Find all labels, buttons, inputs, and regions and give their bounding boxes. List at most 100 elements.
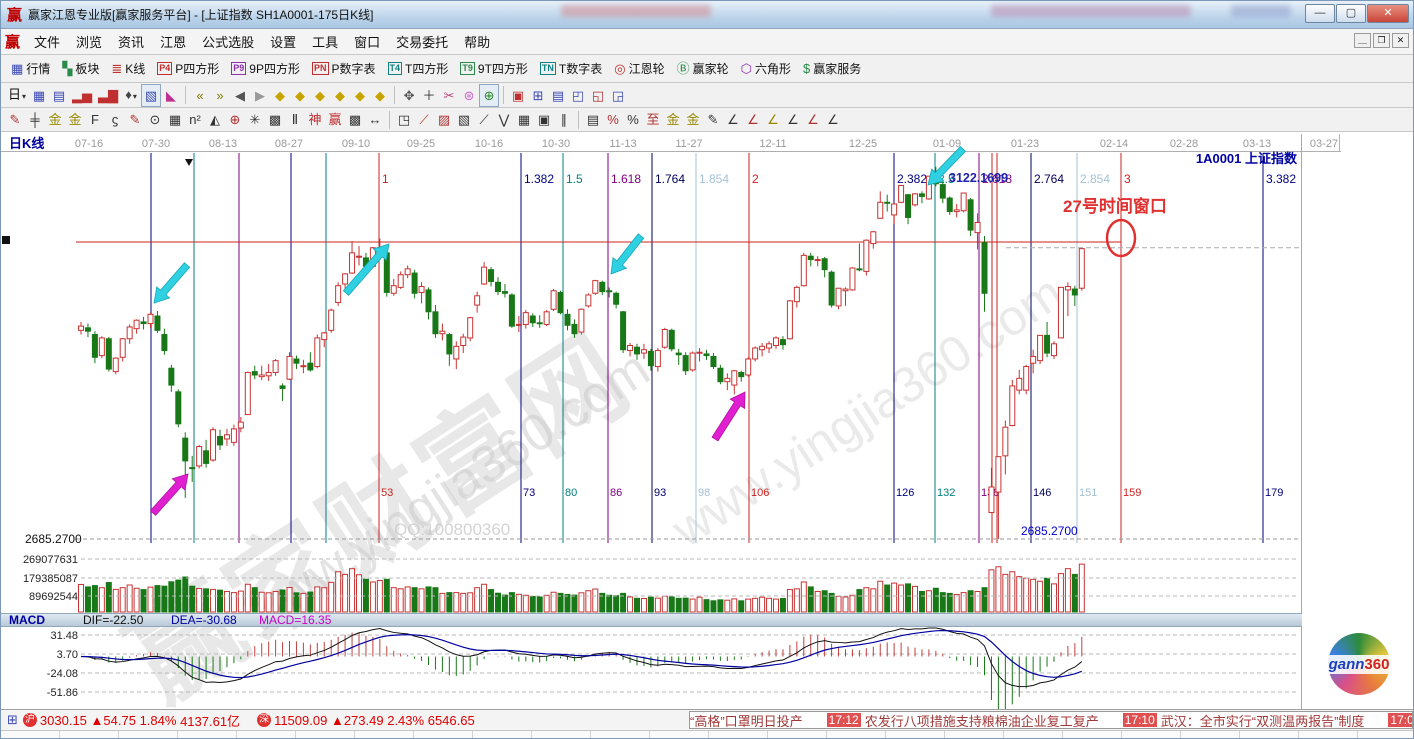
trend-ray-tool[interactable]: ⟋ [479, 112, 489, 127]
last-bar-icon[interactable]: » [216, 87, 224, 103]
calculator-icon[interactable]: ⊞ [532, 87, 544, 103]
angle-ying-tool[interactable]: ∠ [807, 112, 819, 127]
web-tool[interactable]: ▩ [268, 112, 282, 127]
n-square-tool[interactable]: n² [189, 112, 201, 127]
p9-square-button[interactable]: P9 9P四方形 [225, 57, 306, 80]
first-bar-icon[interactable]: « [196, 87, 204, 103]
angle-gold-tool[interactable]: ∠ [767, 112, 779, 127]
menu-工具[interactable]: 工具 [312, 34, 339, 50]
kline-button[interactable]: ≣ K线 [105, 57, 151, 80]
bottom-scroll-strip[interactable] [1, 730, 1413, 738]
minimize-button[interactable]: — [1305, 4, 1335, 23]
t-square-button[interactable]: T4 T四方形 [382, 57, 455, 80]
gann-wheel-button[interactable]: ◎ 江恩轮 [608, 57, 670, 80]
export-icon[interactable]: ◱ [591, 87, 605, 103]
stat-table-tool[interactable]: ▤ [586, 112, 600, 127]
menu-江恩[interactable]: 江恩 [160, 34, 187, 50]
shaded-box-tool[interactable]: ▨ [437, 112, 451, 127]
minute-chart-9-icon[interactable]: ▃▇ [98, 87, 119, 103]
mdi-close-button[interactable]: ✕ [1392, 33, 1409, 48]
next-bar-icon[interactable]: ▶ [255, 87, 266, 103]
t9-square-button[interactable]: T9 9T四方形 [454, 57, 534, 80]
angle-tool[interactable]: ◭ [210, 112, 220, 127]
zoom-left-icon[interactable]: ◆ [275, 87, 286, 103]
mdi-minimize-button[interactable]: ＿ [1354, 33, 1371, 48]
angle-si-tool[interactable]: ∠ [827, 112, 839, 127]
quote-table-icon[interactable]: ⊞ [7, 712, 18, 727]
zoom-in-icon[interactable]: ◆ [335, 87, 346, 103]
zoom-out-icon[interactable]: ◆ [315, 87, 326, 103]
save-icon[interactable]: ◰ [571, 87, 585, 103]
color-chart-icon[interactable]: ◣ [166, 87, 177, 103]
square-grid-tool[interactable]: ▦ [168, 112, 182, 127]
hand-drag-icon[interactable]: ✥ [403, 87, 415, 103]
gold-grid-tool[interactable]: 金 [48, 112, 62, 127]
indicator-window-icon[interactable]: ▧ [141, 83, 162, 107]
cycle-tool[interactable]: ⊙ [149, 112, 161, 127]
quotes-button[interactable]: ▦ 行情 [5, 57, 56, 80]
prev-bar-icon[interactable]: ◀ [235, 87, 246, 103]
gold-circle-tool[interactable]: 金 [666, 112, 680, 127]
kline-chart-canvas[interactable]: 07-16 07-30 08-13 08-27 09-10 09-25 10-16 10-30… [1, 132, 1414, 709]
spiral-tool[interactable]: ϛ [111, 112, 119, 127]
percent-tool[interactable]: % [607, 112, 619, 127]
minute-chart-3-icon[interactable]: ▂▅ [72, 87, 93, 103]
period-day-dropdown[interactable]: 日▾ [8, 86, 27, 102]
solid-grid-tool[interactable]: ▣ [537, 112, 551, 127]
shen-tool[interactable]: 神 [308, 112, 322, 127]
crosshair-icon[interactable]: ＋ [422, 87, 436, 103]
ray-fan-tool[interactable]: ⟋ [419, 112, 429, 127]
grid-tool[interactable]: ╪ [30, 112, 40, 127]
v-lines-tool[interactable]: ⋁ [498, 112, 510, 127]
hexagon-button[interactable]: ⬡ 六角形 [735, 57, 797, 80]
fibo-grid-tool[interactable]: F [91, 112, 99, 127]
restore-scale-icon[interactable]: ◆ [375, 87, 386, 103]
angle-j-tool[interactable]: ∠ [727, 112, 739, 127]
menu-设置[interactable]: 设置 [270, 34, 297, 50]
p-square-button[interactable]: P4 P四方形 [151, 57, 225, 80]
mdi-restore-button[interactable]: ❐ [1373, 33, 1390, 48]
ying-tool[interactable]: 赢 [328, 112, 342, 127]
parallel-tool[interactable]: Ⅱ [291, 112, 299, 127]
close-button[interactable]: ✕ [1367, 4, 1409, 23]
menu-窗口[interactable]: 窗口 [354, 34, 381, 50]
p-number-table-button[interactable]: PN P数字表 [306, 57, 382, 80]
pattern-icon[interactable]: ⊛ [463, 87, 475, 103]
star-rays-tool[interactable]: ✳ [249, 112, 261, 127]
angle-jin-tool[interactable]: ∠ [787, 112, 799, 127]
pen-tool[interactable]: ✎ [9, 112, 21, 127]
candle-style-dropdown[interactable]: ♦▾ [125, 86, 137, 102]
angle-f-tool[interactable]: ∠ [747, 112, 759, 127]
winner-service-button[interactable]: $ 赢家服务 [797, 57, 867, 80]
f10-info-icon[interactable]: ▤ [52, 87, 66, 103]
menu-公式选股[interactable]: 公式选股 [202, 34, 255, 50]
grid-box-tool[interactable]: ▦ [517, 112, 531, 127]
calendar-icon[interactable]: ▣ [511, 87, 525, 103]
h-span-tool[interactable]: ↔ [368, 112, 382, 127]
gann-brain-icon[interactable]: ⊕ [479, 83, 500, 107]
web-box-tool[interactable]: ▧ [457, 112, 471, 127]
news-ticker[interactable]: “高格”口罩明日投产 17:12 农发行八项措施支持粮棉油企业复工复产 17:10 武汉… [689, 711, 1413, 729]
percent2-tool[interactable]: % [627, 112, 639, 127]
data-transfer-icon[interactable]: ◲ [611, 87, 625, 103]
gold-line-tool[interactable]: 金 [686, 112, 700, 127]
t-number-table-button[interactable]: TN T数字表 [534, 57, 608, 80]
dot-grid-tool[interactable]: ▩ [348, 112, 362, 127]
measure-icon[interactable]: ✂ [443, 87, 455, 103]
marker-tool[interactable]: ✎ [129, 112, 141, 127]
box-tool[interactable]: ◳ [397, 112, 411, 127]
zhi-tool[interactable]: 至 [646, 112, 660, 127]
zoom-right-icon[interactable]: ◆ [295, 87, 306, 103]
maximize-button[interactable]: ▢ [1336, 4, 1366, 23]
pen1-tool[interactable]: ✎ [707, 112, 719, 127]
compass-tool[interactable]: ⊕ [229, 112, 241, 127]
menu-资讯[interactable]: 资讯 [118, 34, 145, 50]
sectors-button[interactable]: ▚ 板块 [56, 57, 105, 80]
winner-wheel-button[interactable]: Ⓑ 赢家轮 [671, 57, 735, 80]
report-icon[interactable]: ▤ [551, 87, 565, 103]
menu-浏览[interactable]: 浏览 [76, 34, 103, 50]
menu-帮助[interactable]: 帮助 [464, 34, 491, 50]
menu-交易委托[interactable]: 交易委托 [396, 34, 449, 50]
expand-all-icon[interactable]: ◆ [355, 87, 366, 103]
gold-grid2-tool[interactable]: 金 [68, 112, 82, 127]
